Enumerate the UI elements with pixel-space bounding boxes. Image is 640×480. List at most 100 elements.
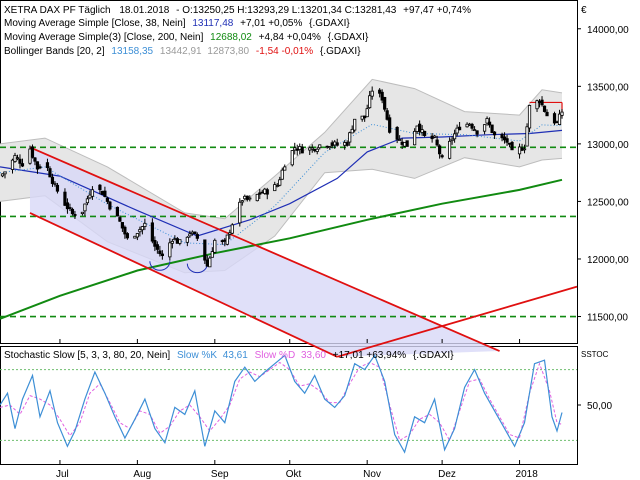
candle-down	[73, 214, 77, 216]
candle-down	[490, 124, 494, 133]
trend-channel-lower	[29, 212, 338, 358]
legend-stoch-d-value: 33,60	[301, 350, 326, 361]
candle-up	[522, 148, 527, 151]
candle-up	[15, 157, 20, 160]
candle-up	[433, 135, 437, 138]
bottom-arc	[149, 261, 171, 271]
legend-ma200-value: 12688,02	[210, 32, 252, 43]
legend-ma200-name: Moving Average Simple(3) [Close, 200, Ne…	[4, 32, 204, 43]
legend-stoch-name: Stochastic Slow [5, 3, 3, 80, 20, Nein]	[4, 350, 170, 361]
candle-up	[557, 113, 562, 125]
stoch-d-line	[0, 361, 563, 442]
candle-up	[210, 251, 214, 258]
candle-up	[53, 182, 57, 185]
candle-down	[458, 126, 462, 131]
candle-up	[413, 130, 417, 146]
candle-down	[195, 234, 199, 239]
legend-bb-lower: 12873,80	[207, 46, 249, 57]
candle-up	[83, 203, 87, 212]
candle-up	[472, 129, 477, 132]
legend-ma200-source: {.GDAXI}	[328, 32, 369, 43]
stoch-tag: SSTOC	[581, 350, 609, 359]
stoch-y-tick-label: 50,00	[587, 401, 612, 412]
candle-down	[295, 148, 299, 151]
candle-down	[470, 123, 474, 129]
x-tick-label: Dez	[438, 469, 456, 480]
bottom-arc	[186, 263, 208, 274]
legend-stoch-change: +17,01 +63,94%	[333, 350, 407, 361]
legend-stoch-k-value: 43,61	[223, 350, 248, 361]
candle-down	[158, 250, 162, 255]
candle-down	[108, 201, 112, 210]
candle-down	[123, 226, 127, 235]
candle-up	[255, 193, 259, 202]
candle-down	[507, 142, 512, 145]
candle-up	[275, 185, 279, 187]
candle-up	[398, 139, 402, 141]
candle-down	[487, 121, 492, 126]
candle-up	[263, 188, 267, 194]
candle-down	[418, 123, 422, 133]
legend-bb-upper: 13442,91	[160, 46, 202, 57]
candle-down	[540, 99, 544, 106]
legend-main-name: XETRA DAX PF Täglich	[4, 5, 111, 16]
x-tick-label: Okt	[286, 469, 302, 480]
legend-bb-change: -1,54 -0,01%	[256, 46, 313, 57]
candle-down	[330, 142, 334, 146]
candle-up	[13, 155, 17, 163]
candle-down	[492, 131, 497, 136]
candlestick-series	[0, 86, 564, 268]
candle-up	[3, 171, 7, 175]
x-tick-label: Sep	[211, 469, 229, 480]
candle-up	[140, 226, 144, 231]
candle-up	[467, 123, 472, 126]
candle-up	[360, 115, 364, 120]
candle-up	[318, 144, 322, 149]
legend-main: XETRA DAX PF Täglich 18.01.2018 - O:1325…	[4, 5, 471, 16]
candle-up	[278, 179, 282, 186]
candle-down	[205, 259, 209, 267]
candle-up	[450, 138, 454, 142]
currency-marker: €	[581, 5, 587, 16]
candle-up	[178, 239, 182, 244]
candle-down	[38, 166, 42, 169]
candle-down	[383, 96, 387, 110]
candle-up	[185, 236, 189, 243]
candle-up	[170, 240, 174, 244]
candle-up	[88, 194, 92, 199]
candle-up	[415, 125, 419, 132]
candle-up	[248, 197, 252, 200]
stoch-k-line	[0, 354, 563, 454]
candle-up	[290, 150, 294, 166]
candle-down	[505, 138, 509, 143]
candle-down	[520, 147, 524, 151]
legend-ma38: Moving Average Simple [Close, 38, Nein] …	[4, 18, 350, 29]
candle-up	[283, 166, 287, 171]
ma200-line	[0, 178, 563, 320]
candle-up	[28, 148, 32, 164]
candle-up	[525, 126, 529, 147]
candle-down	[475, 130, 479, 135]
legend-ma38-name: Moving Average Simple [Close, 38, Nein]	[4, 18, 186, 29]
candle-up	[173, 238, 177, 241]
candle-up	[365, 108, 369, 118]
candle-up	[310, 147, 314, 150]
candle-up	[333, 141, 337, 146]
legend-ma38-value: 13117,48	[192, 18, 233, 29]
candle-down	[405, 140, 409, 147]
ma38-line	[0, 129, 563, 237]
candle-up	[85, 198, 90, 204]
candle-down	[160, 253, 164, 257]
candle-down	[245, 195, 249, 200]
candle-up	[448, 140, 452, 159]
candle-up	[485, 118, 489, 124]
candle-down	[65, 202, 70, 210]
candle-down	[105, 197, 110, 202]
candle-down	[380, 91, 384, 101]
legend-bb-name: Bollinger Bands [20, 2]	[4, 46, 105, 57]
candle-up	[308, 147, 312, 151]
candle-up	[143, 222, 147, 227]
candle-down	[510, 141, 514, 151]
candle-up	[0, 173, 5, 177]
candle-down	[363, 115, 367, 119]
